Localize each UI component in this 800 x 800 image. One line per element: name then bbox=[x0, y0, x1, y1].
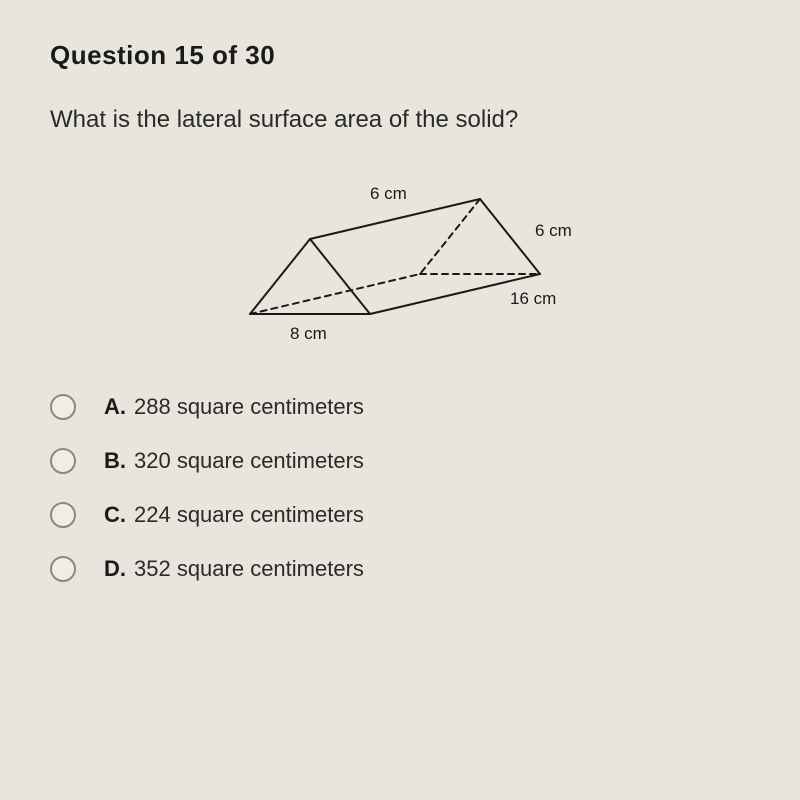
answer-text: 352 square centimeters bbox=[134, 556, 364, 582]
answer-letter: A. bbox=[104, 394, 126, 420]
radio-icon bbox=[50, 502, 76, 528]
prism-diagram: 6 cm 6 cm 16 cm 8 cm bbox=[190, 164, 610, 354]
answer-letter: B. bbox=[104, 448, 126, 474]
answer-option-b[interactable]: B. 320 square centimeters bbox=[50, 448, 750, 474]
answer-letter: C. bbox=[104, 502, 126, 528]
radio-icon bbox=[50, 556, 76, 582]
answer-option-a[interactable]: A. 288 square centimeters bbox=[50, 394, 750, 420]
svg-text:8 cm: 8 cm bbox=[290, 324, 327, 343]
answer-option-c[interactable]: C. 224 square centimeters bbox=[50, 502, 750, 528]
answer-letter: D. bbox=[104, 556, 126, 582]
diagram: 6 cm 6 cm 16 cm 8 cm bbox=[50, 164, 750, 344]
question-text: What is the lateral surface area of the … bbox=[50, 106, 750, 134]
answer-option-d[interactable]: D. 352 square centimeters bbox=[50, 556, 750, 582]
answer-text: 224 square centimeters bbox=[134, 502, 364, 528]
svg-text:6 cm: 6 cm bbox=[370, 184, 407, 203]
svg-text:16 cm: 16 cm bbox=[510, 289, 556, 308]
radio-icon bbox=[50, 394, 76, 420]
svg-text:6 cm: 6 cm bbox=[535, 221, 572, 240]
answer-text: 288 square centimeters bbox=[134, 394, 364, 420]
radio-icon bbox=[50, 448, 76, 474]
question-header: Question 15 of 30 bbox=[50, 40, 750, 71]
answer-text: 320 square centimeters bbox=[134, 448, 364, 474]
answer-list: A. 288 square centimeters B. 320 square … bbox=[50, 394, 750, 582]
